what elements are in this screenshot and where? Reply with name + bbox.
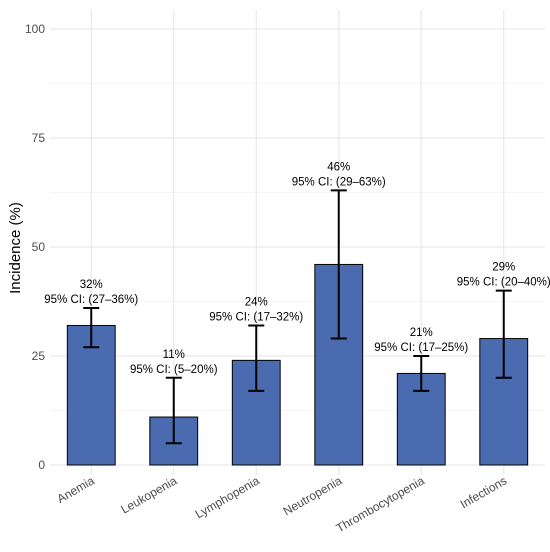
value-label: 29% — [492, 262, 515, 274]
y-tick-label: 25 — [32, 349, 46, 363]
x-tick-label: Thrombocytopenia — [334, 473, 427, 535]
y-axis-title: Incidence (%) — [7, 202, 24, 294]
value-label: 46% — [327, 161, 350, 173]
y-tick-label: 0 — [38, 458, 45, 472]
value-label: 21% — [410, 327, 433, 339]
bar — [66, 324, 116, 466]
value-label: 24% — [245, 296, 268, 308]
value-label: 32% — [80, 279, 103, 291]
ci-label: 95% CI: (29–63%) — [292, 176, 386, 188]
x-tick-label: Lymphopenia — [193, 473, 262, 521]
y-axis-ticks: 0 25 50 75 100 — [25, 22, 45, 472]
error-bars — [83, 189, 512, 445]
value-label: 11% — [163, 349, 185, 361]
x-tick-label: Leukopenia — [119, 473, 180, 516]
ci-label: 95% CI: (20–40%) — [457, 277, 550, 289]
y-tick-label: 100 — [25, 22, 45, 36]
x-tick-label: Neutropenia — [281, 473, 345, 518]
x-tick-label: Anemia — [55, 473, 98, 506]
ci-label: 95% CI: (17–32%) — [209, 311, 303, 323]
y-tick-label: 75 — [32, 131, 46, 145]
ci-label: 95% CI: (17–25%) — [374, 342, 468, 354]
x-axis-ticks: Anemia Leukopenia Lymphopenia NeutropeniaTh… — [55, 473, 510, 535]
data-labels: 32% 95% CI: (27–36%) 11% 95% CI: (5–20%) 24%… — [44, 161, 550, 375]
ci-label: 95% CI: (27–36%) — [44, 294, 138, 306]
grid — [50, 10, 545, 475]
x-tick-label: Infections — [458, 473, 509, 511]
ci-label: 95% CI: (5–20%) — [130, 364, 218, 376]
y-tick-label: 50 — [32, 240, 46, 254]
